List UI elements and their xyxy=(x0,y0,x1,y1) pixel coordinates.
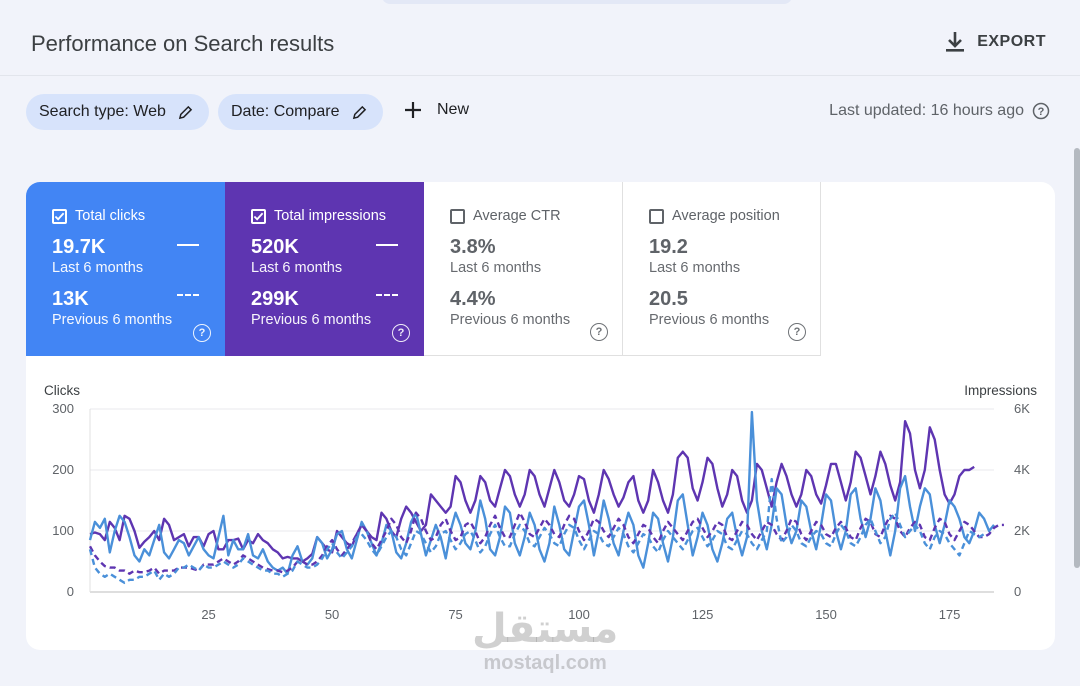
series-line-3 xyxy=(88,477,985,585)
x-tick-label: 150 xyxy=(815,607,837,622)
metric-prev-value: 4.4% xyxy=(450,288,496,310)
x-tick-label: 50 xyxy=(325,607,339,622)
date-label: Date: Compare xyxy=(231,103,340,120)
y-tick-label-right: 4K xyxy=(1014,462,1030,477)
mostaql-watermark: مستقل mostaql.com xyxy=(472,608,618,675)
metric-label: Average CTR xyxy=(473,208,561,224)
x-tick-label: 25 xyxy=(201,607,215,622)
date-filter-chip[interactable]: Date: Compare xyxy=(218,94,383,130)
top-search-bar-edge xyxy=(382,0,792,4)
pencil-icon xyxy=(178,105,193,119)
watermark-arabic: مستقل xyxy=(472,606,619,652)
metric-label: Average position xyxy=(672,208,780,224)
page-header: Performance on Search results EXPORT xyxy=(0,0,1080,76)
help-icon[interactable]: ? xyxy=(590,323,608,341)
y-axis-title-right: Impressions xyxy=(964,383,1037,398)
svg-text:?: ? xyxy=(1038,106,1045,118)
help-icon[interactable]: ? xyxy=(1032,102,1050,120)
y-axis-title-left: Clicks xyxy=(44,383,80,398)
metric-prev-value: 299K xyxy=(251,288,299,310)
metric-period: Last 6 months xyxy=(52,260,144,276)
help-icon[interactable]: ? xyxy=(392,324,410,342)
dashed-line-legend-icon xyxy=(376,294,398,296)
metric-prev-period: Previous 6 months xyxy=(649,312,770,328)
metric-label: Total clicks xyxy=(75,208,146,224)
solid-line-legend-icon xyxy=(376,244,398,246)
y-tick-label-left: 200 xyxy=(52,462,74,477)
new-filter-label: New xyxy=(437,101,470,118)
metric-prev-period: Previous 6 months xyxy=(251,312,372,328)
watermark-latin: mostaql.com xyxy=(483,652,607,674)
performance-card: Total clicks 19.7K Last 6 months 13K Pre… xyxy=(26,182,1055,650)
metric-average-position[interactable]: Average position 19.2 Last 6 months 20.5… xyxy=(623,182,821,356)
search-type-filter-chip[interactable]: Search type: Web xyxy=(26,94,209,130)
plus-icon xyxy=(405,102,421,118)
pencil-icon xyxy=(352,105,366,119)
series-line-2 xyxy=(88,511,1004,575)
metric-average-ctr[interactable]: Average CTR 3.8% Last 6 months 4.4% Prev… xyxy=(424,182,623,356)
series-line-0 xyxy=(89,419,975,563)
checkbox-unchecked-icon[interactable] xyxy=(649,208,664,224)
metric-value: 520K xyxy=(251,236,299,258)
scrollbar[interactable] xyxy=(1074,148,1080,568)
export-button[interactable]: EXPORT xyxy=(945,31,1046,53)
y-tick-label-left: 0 xyxy=(67,584,74,599)
metric-value: 19.2 xyxy=(649,236,688,258)
solid-line-legend-icon xyxy=(177,244,199,246)
y-tick-label-left: 100 xyxy=(52,523,74,538)
metric-prev-period: Previous 6 months xyxy=(450,312,571,328)
x-tick-label: 175 xyxy=(939,607,961,622)
y-tick-label-right: 0 xyxy=(1014,584,1021,599)
metric-total-clicks[interactable]: Total clicks 19.7K Last 6 months 13K Pre… xyxy=(26,182,225,356)
dashed-line-legend-icon xyxy=(177,294,199,296)
metric-prev-period: Previous 6 months xyxy=(52,312,173,328)
new-filter-button[interactable]: New xyxy=(403,100,469,120)
export-label: EXPORT xyxy=(977,33,1046,50)
metric-period: Last 6 months xyxy=(450,260,542,276)
last-updated: Last updated: 16 hours ago ? xyxy=(829,102,1050,120)
checkbox-unchecked-icon[interactable] xyxy=(450,208,465,224)
metric-label: Total impressions xyxy=(274,208,387,224)
metric-period: Last 6 months xyxy=(649,260,741,276)
metric-prev-value: 13K xyxy=(52,288,89,310)
y-tick-label-right: 6K xyxy=(1014,401,1030,416)
help-icon[interactable]: ? xyxy=(193,324,211,342)
metric-value: 19.7K xyxy=(52,236,106,258)
checkbox-checked-icon[interactable] xyxy=(52,208,67,224)
x-tick-label: 125 xyxy=(692,607,714,622)
series-line-1 xyxy=(88,410,995,575)
metric-prev-value: 20.5 xyxy=(649,288,688,310)
page-title: Performance on Search results xyxy=(31,31,335,56)
checkbox-checked-icon[interactable] xyxy=(251,208,266,224)
y-tick-label-right: 2K xyxy=(1014,523,1030,538)
metric-period: Last 6 months xyxy=(251,260,343,276)
metric-value: 3.8% xyxy=(450,236,496,258)
x-tick-label: 75 xyxy=(448,607,462,622)
metric-total-impressions[interactable]: Total impressions 520K Last 6 months 299… xyxy=(225,182,424,356)
search-type-label: Search type: Web xyxy=(39,103,166,120)
last-updated-text: Last updated: 16 hours ago xyxy=(829,102,1024,119)
download-icon xyxy=(946,32,965,52)
help-icon[interactable]: ? xyxy=(788,323,806,341)
y-tick-label-left: 300 xyxy=(52,401,74,416)
